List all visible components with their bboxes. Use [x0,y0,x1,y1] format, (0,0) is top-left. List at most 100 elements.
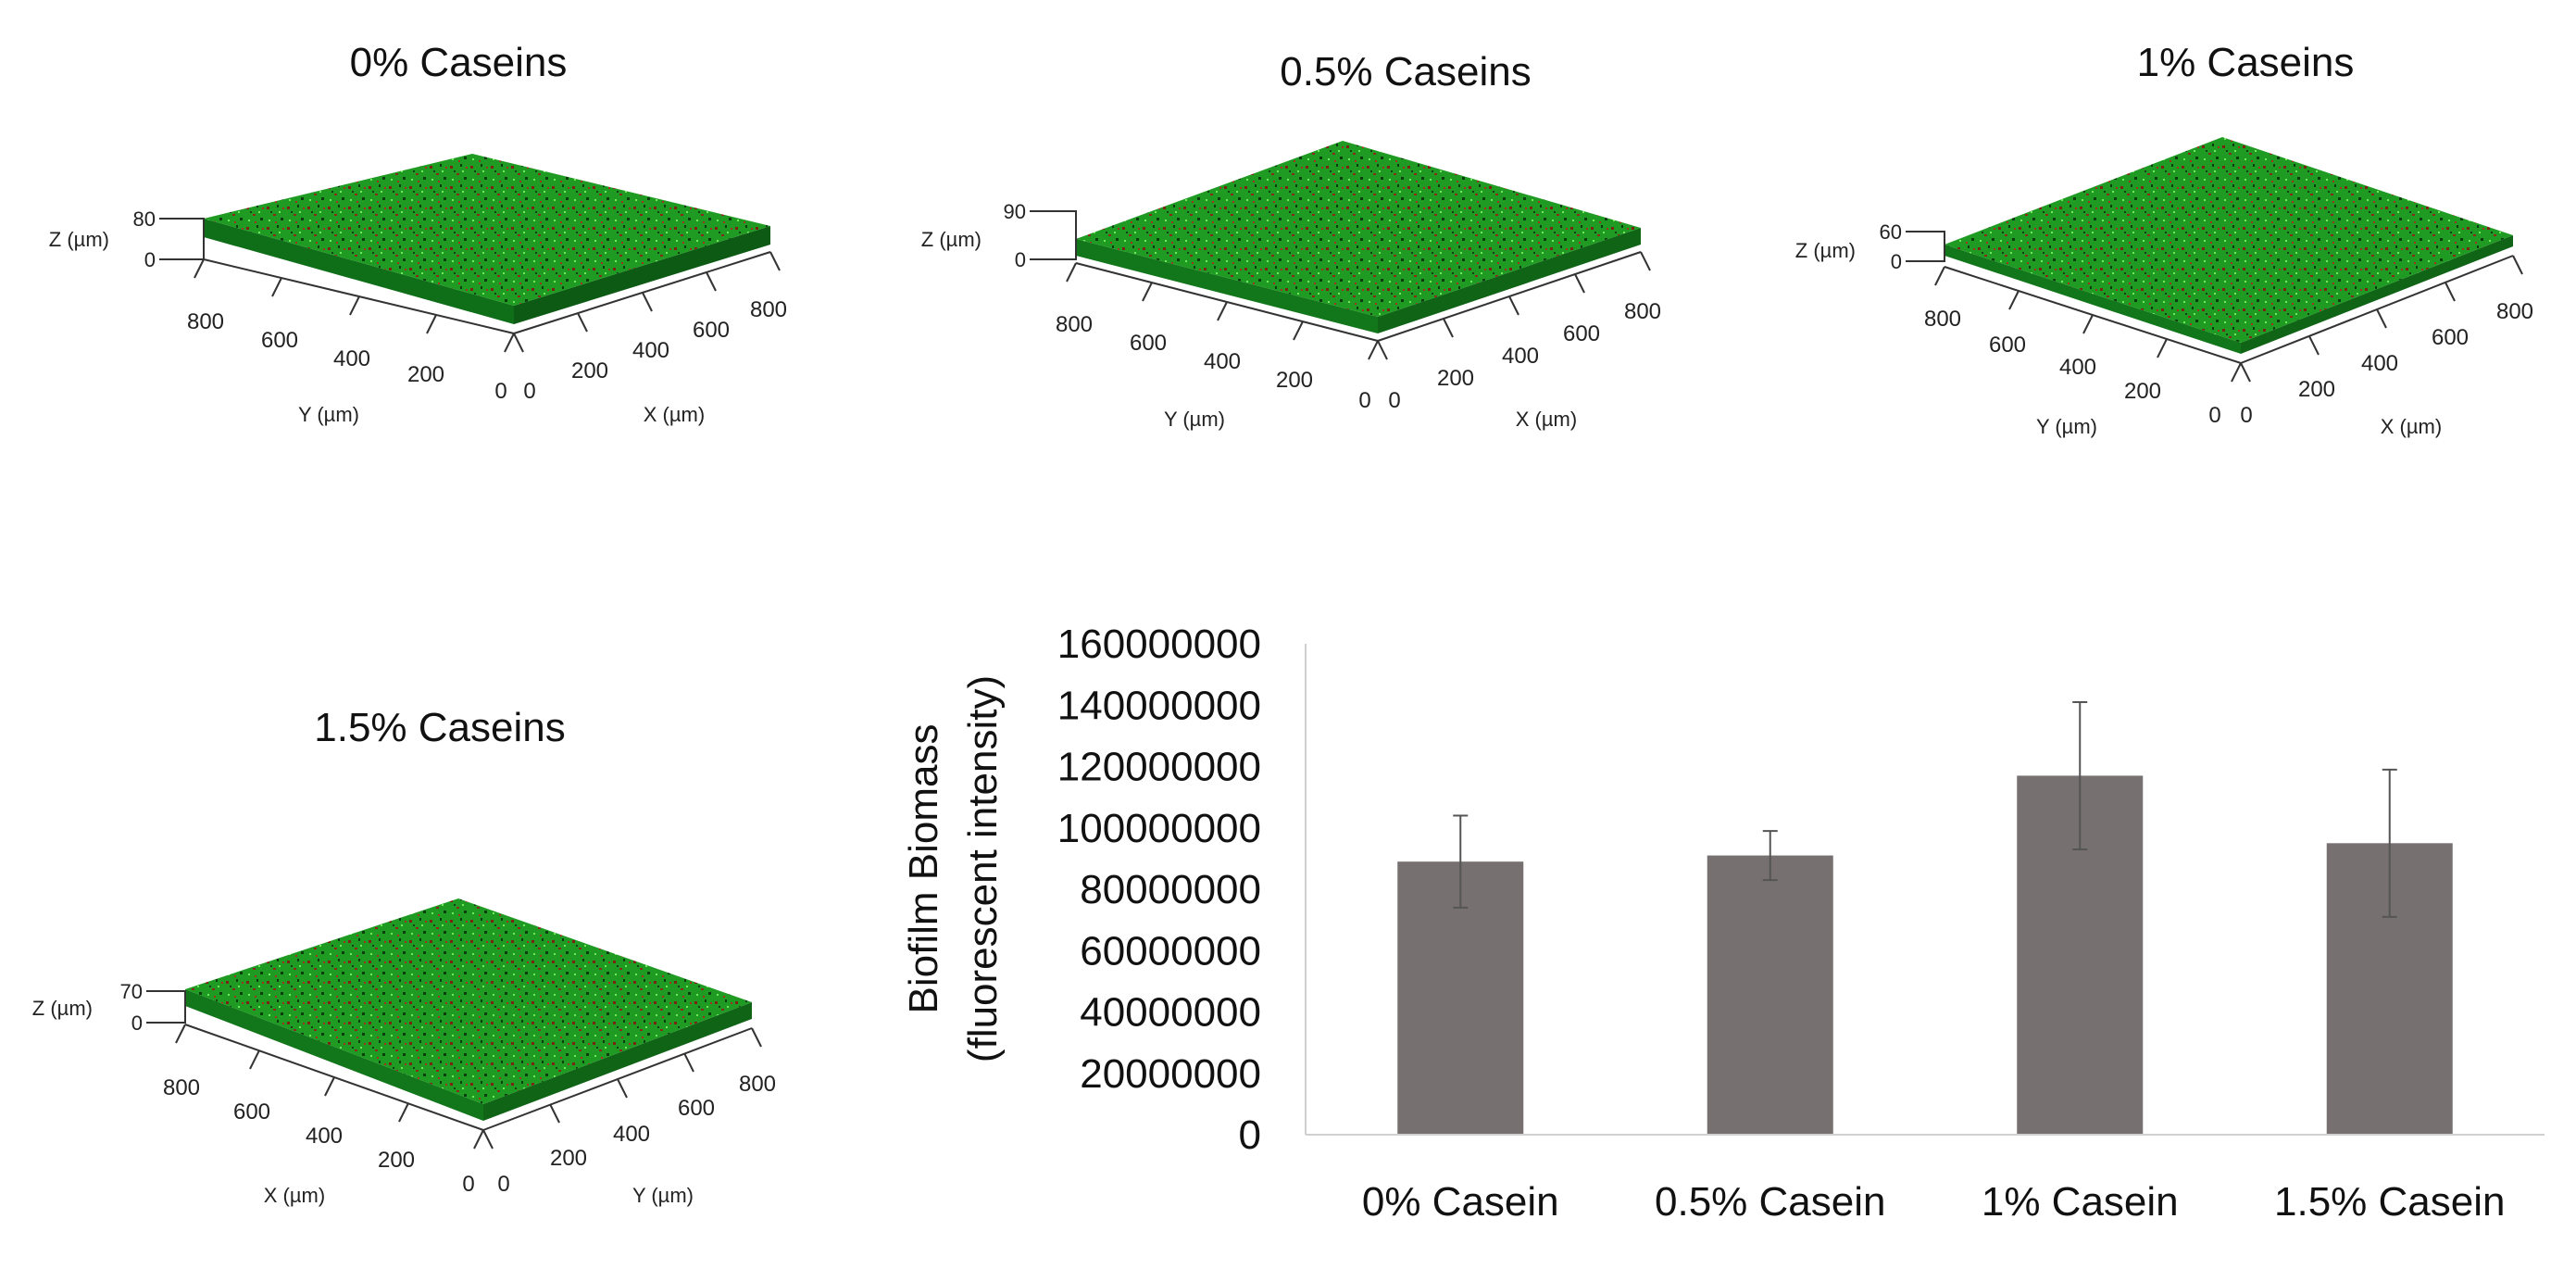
z-tick-max: 70 [120,980,143,1003]
biofilm-panel-3: 1.5% Caseins 70 0 Z (µm) 800 600 400 200… [32,705,776,1207]
biofilm-side-left [1945,245,2241,354]
z-axis-label: Z (µm) [49,228,109,251]
x-tick-label: 0% Casein [1362,1179,1559,1225]
right-ticks [2240,255,2523,383]
left-tick-label: 600 [1989,333,2026,358]
error-bar [1453,814,1469,909]
biofilm-top-surface [185,898,752,1104]
z-tick-zero: 0 [131,1011,143,1035]
error-bar [1762,830,1778,882]
right-axis-label: X (µm) [1516,408,1577,431]
right-tick-label: 400 [613,1122,650,1147]
z-tick-zero: 0 [144,248,156,271]
y-axis-label-line2: (fluorescent intensity) [960,675,1006,1062]
left-ticks [1066,262,1379,360]
right-tick-label: 200 [550,1146,587,1171]
x-tick-label: 1% Casein [1982,1179,2179,1225]
right-tick-label: 800 [2496,299,2533,324]
right-tick-label: 800 [739,1072,776,1097]
biofilm-panel-0: 0% Caseins 80 0 Z (µm) 800 600 400 200 0… [49,40,787,426]
left-tick-label: 0 [1358,388,1370,413]
biofilm-top-surface [1945,137,2513,343]
biofilm-side-right [1378,228,1641,333]
right-axis-line [513,251,771,334]
y-tick-label: 140000000 [1057,683,1261,728]
x-tick-label: 1.5% Casein [2274,1179,2505,1225]
left-tick-label: 200 [378,1148,415,1173]
bar [1707,855,1833,1135]
right-ticks [482,1027,762,1150]
y-tick-label: 160000000 [1057,622,1261,667]
bars [1397,775,2453,1135]
biofilm-side-left [1076,239,1378,333]
error-bars [1453,700,2397,918]
z-axis-label: Z (µm) [1795,239,1856,262]
left-axis-label: Y (µm) [2036,415,2097,438]
left-tick-label: 200 [1276,368,1313,393]
left-tick-label: 400 [1204,349,1241,374]
panel-title: 1.5% Caseins [314,705,565,750]
right-tick-label: 400 [632,338,669,363]
left-tick-label: 0 [462,1172,474,1197]
right-ticks [1377,251,1651,360]
biofilm-side-right [514,226,770,324]
left-tick-label: 800 [1924,307,1961,332]
x-tick-labels: 0% Casein 0.5% Casein 1% Casein 1.5% Casein [1362,1179,2506,1225]
left-tick-label: 800 [1056,312,1093,337]
biofilm-side-left [204,219,514,324]
z-axis [1030,210,1077,260]
left-tick-label: 200 [407,362,444,387]
y-tick-label: 120000000 [1057,745,1261,790]
z-axis-label: Z (µm) [32,997,93,1020]
biofilm-side-right [2241,235,2513,354]
left-axis-label: Y (µm) [298,403,359,426]
y-tick-label: 40000000 [1080,990,1261,1036]
right-ticks [513,251,781,353]
left-tick-label: 200 [2124,379,2161,404]
biomass-bar-chart: 0 20000000 40000000 60000000 80000000 1000000… [901,622,2545,1225]
biofilm-side-left [185,989,483,1121]
z-tick-zero: 0 [1891,250,1902,273]
z-tick-max: 80 [133,207,156,231]
biofilm-panel-1: 0.5% Caseins 90 0 Z (µm) 800 600 400 200… [921,49,1661,431]
right-tick-label: 600 [1563,321,1600,346]
biofilm-top-surface [1076,141,1641,317]
right-tick-label: 800 [1624,299,1661,324]
right-tick-label: 400 [1502,344,1539,369]
left-ticks [1934,266,2242,383]
right-tick-label: 800 [750,297,787,322]
biofilm-top-surface [204,154,770,306]
right-tick-label: 200 [571,358,608,383]
right-tick-label: 600 [2432,325,2469,350]
left-tick-label: 800 [163,1075,200,1100]
y-axis-label-line1: Biofilm Biomass [901,724,946,1014]
right-tick-label: 600 [678,1096,715,1121]
right-tick-label: 0 [1388,388,1400,413]
error-bar [2072,700,2088,850]
right-axis-label: Y (µm) [632,1184,694,1207]
panel-title: 0% Caseins [350,40,568,85]
left-tick-label: 400 [333,346,370,371]
biofilm-side-right [483,1002,752,1121]
z-axis [159,218,205,260]
panel-title: 0.5% Caseins [1280,49,1531,94]
z-tick-max: 90 [1004,200,1026,223]
z-axis [1906,231,1945,262]
left-ticks [194,258,515,353]
z-tick-zero: 0 [1015,248,1026,271]
left-tick-label: 600 [1130,331,1167,356]
right-tick-label: 200 [2298,377,2335,402]
right-tick-label: 400 [2361,351,2398,376]
y-tick-label: 80000000 [1080,867,1261,912]
left-tick-label: 0 [494,379,506,404]
x-tick-label: 0.5% Casein [1655,1179,1885,1225]
left-tick-label: 800 [187,309,224,334]
right-tick-label: 0 [497,1172,509,1197]
y-tick-labels: 0 20000000 40000000 60000000 80000000 1000000… [1057,622,1261,1158]
left-tick-label: 600 [233,1099,270,1125]
y-tick-label: 100000000 [1057,806,1261,851]
right-axis-label: X (µm) [2381,415,2442,438]
y-tick-label: 20000000 [1080,1051,1261,1097]
left-ticks [175,1024,484,1150]
